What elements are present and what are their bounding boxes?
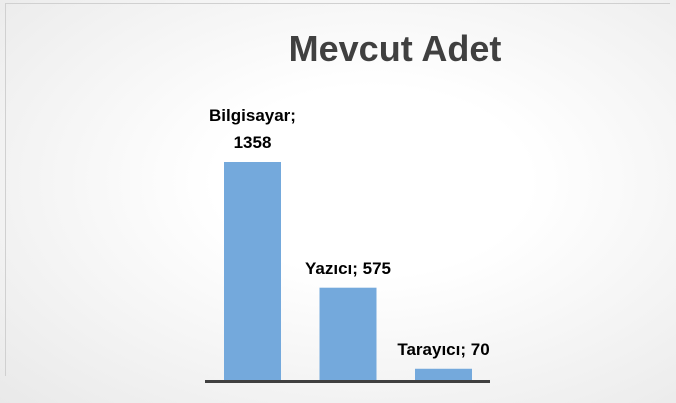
data-label: Yazıcı; 575 (304, 258, 392, 278)
plot-frame (5, 3, 670, 376)
bar (415, 368, 472, 380)
chart-title: Mevcut Adet (288, 28, 502, 69)
bar (319, 287, 377, 380)
data-label: Tarayıcı; 70 (397, 339, 490, 359)
data-label: Bilgisayar; 1358 (209, 106, 296, 152)
bar (224, 162, 281, 380)
